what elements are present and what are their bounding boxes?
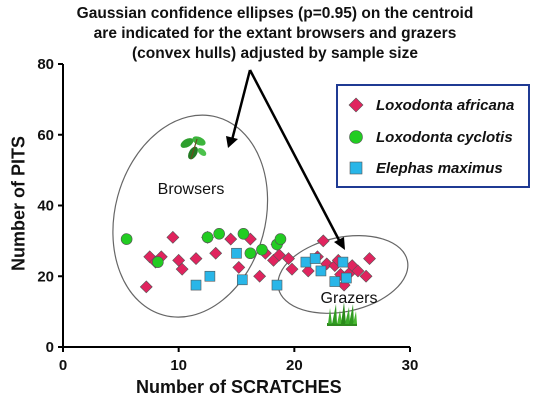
point-africana (272, 248, 286, 262)
point-maximus (341, 272, 352, 284)
x-tick-label: 20 (286, 357, 303, 374)
grass-icon (327, 302, 357, 326)
legend-item-africana: Loxodonta africana (348, 94, 514, 116)
point-africana (316, 234, 330, 248)
browsers-ellipse (112, 114, 269, 318)
y-axis-label: Number of PITS (8, 136, 29, 272)
point-africana (139, 280, 153, 294)
grazers-label: Grazers (321, 290, 378, 307)
circle-marker-icon (349, 130, 363, 144)
point-africana (224, 232, 238, 246)
point-africana (253, 269, 267, 283)
annotation-line-3: (convex hulls) adjusted by sample size (132, 45, 418, 62)
point-africana (351, 264, 365, 278)
point-maximus (337, 256, 349, 268)
legend-item-cyclotis: Loxodonta cyclotis (348, 126, 513, 148)
arrow-to-grazers (248, 69, 342, 243)
point-maximus (271, 279, 283, 291)
point-africana (301, 264, 315, 278)
point-maximus (231, 247, 242, 259)
square-marker-icon (349, 161, 363, 175)
point-cyclotis (274, 233, 287, 245)
point-maximus (236, 274, 248, 286)
hull-icons (180, 136, 357, 326)
point-cyclotis (120, 233, 133, 245)
x-tick-label: 0 (59, 357, 67, 374)
axes: 0 10 20 30 0 20 40 60 80 (37, 56, 418, 374)
point-africana (189, 252, 203, 265)
point-cyclotis (213, 228, 225, 240)
point-maximus (315, 265, 327, 277)
y-tick-label: 0 (46, 339, 54, 356)
diamond-marker-icon (348, 97, 364, 113)
green-leaves-icon (180, 136, 207, 160)
point-africana (359, 269, 373, 283)
point-cyclotis (152, 256, 164, 268)
point-africana (175, 262, 189, 276)
point-maximus (309, 253, 321, 264)
y-tick-label: 40 (37, 198, 54, 215)
arrow-head-browsers (226, 136, 238, 148)
hull-labels: Browsers Grazers (158, 181, 378, 307)
x-tick-label: 30 (402, 357, 419, 374)
point-cyclotis (244, 247, 257, 260)
legend-label-africana: Loxodonta africana (376, 96, 515, 114)
browsers-label: Browsers (158, 181, 225, 198)
y-tick-label: 60 (37, 127, 54, 144)
point-maximus (190, 279, 202, 291)
data-points (120, 228, 376, 294)
arrow-head-grazers (334, 237, 345, 250)
point-maximus (300, 256, 312, 268)
point-africana (363, 252, 376, 265)
point-africana (282, 252, 295, 265)
point-cyclotis (256, 243, 268, 256)
point-cyclotis (237, 228, 250, 240)
point-maximus (204, 270, 216, 282)
legend-item-maximus: Elephas maximus (348, 157, 503, 179)
annotation-line-2: are indicated for the extant browsers an… (93, 25, 457, 42)
x-axis-label: Number of SCRATCHES (136, 377, 342, 397)
point-africana (209, 246, 223, 260)
x-tick-label: 10 (170, 357, 187, 374)
point-africana (285, 262, 299, 276)
annotation-line-1: Gaussian confidence ellipses (p=0.95) on… (76, 5, 474, 22)
point-africana (232, 260, 246, 274)
legend: Loxodonta africana Loxodonta cyclotis El… (336, 84, 530, 188)
point-cyclotis (201, 231, 214, 244)
y-tick-label: 20 (37, 268, 54, 285)
point-maximus (329, 276, 341, 287)
legend-label-cyclotis: Loxodonta cyclotis (376, 128, 513, 146)
legend-label-maximus: Elephas maximus (376, 159, 503, 177)
point-africana (166, 230, 180, 244)
annotation-arrows (226, 69, 345, 250)
arrow-to-browsers (230, 69, 252, 141)
y-tick-label: 80 (37, 56, 54, 73)
